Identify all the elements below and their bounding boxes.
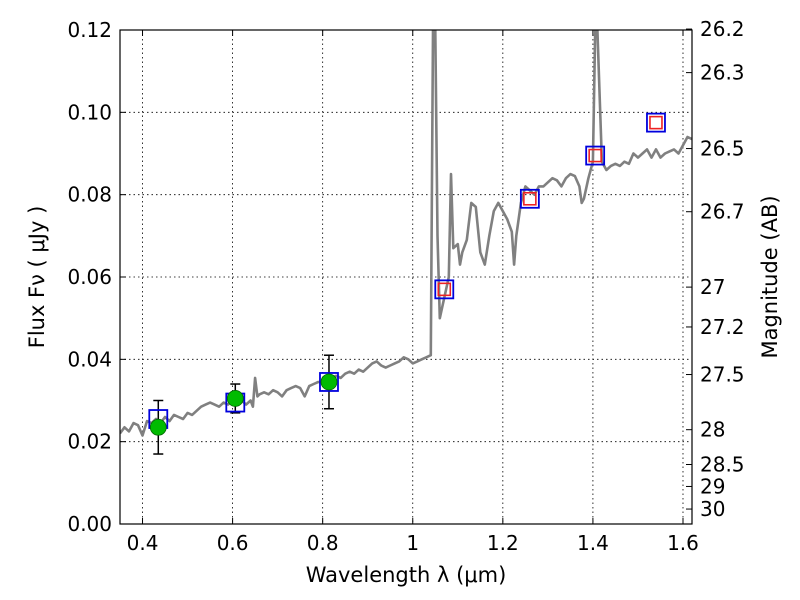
x-tick-label: 1	[406, 531, 419, 555]
x-tick-label: 1.2	[487, 531, 519, 555]
right-tick-label: 27.5	[700, 363, 745, 387]
spectrum-layer	[120, 30, 692, 437]
right-tick-label: 27.2	[700, 315, 745, 339]
y-tick-label: 0.02	[67, 430, 112, 454]
right-tick-label: 30	[700, 497, 725, 521]
spectrum-line	[120, 30, 692, 437]
right-tick-label: 28.5	[700, 452, 745, 476]
y-tick-label: 0.04	[67, 347, 112, 371]
observed-point	[226, 390, 244, 407]
y-axis-label: Flux Fν ( μJy )	[25, 206, 49, 349]
grid	[120, 29, 692, 525]
x-axis-label: Wavelength λ (μm)	[306, 563, 507, 587]
observed-point	[320, 373, 338, 391]
y-tick-label: 0.06	[67, 265, 112, 289]
model-square	[319, 372, 339, 392]
y-tick-label: 0.12	[67, 18, 112, 42]
right-tick-label: 29	[700, 474, 725, 498]
upper-limit-square	[649, 115, 663, 130]
y-tick-label: 0.08	[67, 183, 112, 207]
upper-limit-square	[437, 282, 452, 297]
observed-point	[149, 418, 167, 436]
right-tick-label: 26.3	[700, 61, 745, 85]
right-tick-label: 27	[700, 275, 725, 299]
right-tick-label: 28	[700, 418, 725, 442]
x-tick-label: 0.4	[127, 531, 159, 555]
x-tick-label: 1.4	[577, 531, 609, 555]
upper-limit-square	[523, 191, 537, 206]
y-tick-label: 0.10	[67, 100, 112, 124]
right-tick-label: 26.2	[700, 17, 745, 41]
right-tick-label: 26.5	[700, 137, 745, 161]
y-axis-right-label: Magnitude (AB)	[758, 195, 782, 358]
ticks-layer: 0.4 0.6 0.8 1 1.2 1.4 1.6 0.00 0.02 0.04 0.06 0.08 0…	[67, 17, 744, 555]
x-tick-label: 1.6	[667, 531, 699, 555]
upper-limit-square	[588, 148, 602, 163]
model-square	[519, 188, 540, 209]
x-tick-label: 0.6	[217, 531, 249, 555]
model-square	[646, 112, 666, 133]
model-square	[434, 279, 455, 300]
x-tick-label: 0.8	[307, 531, 339, 555]
points-layer	[148, 112, 666, 455]
model-square	[585, 145, 606, 166]
right-tick-label: 26.7	[700, 200, 745, 224]
y-tick-label: 0.00	[67, 512, 112, 536]
